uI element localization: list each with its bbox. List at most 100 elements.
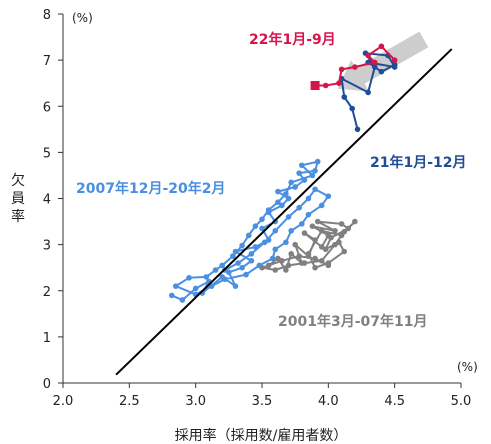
annotations: 22年1月-9月 21年1月-12月 2007年12月-20年2月 2001年3…: [76, 31, 467, 330]
data-point: [239, 242, 245, 249]
data-point: [312, 168, 318, 174]
data-point: [212, 267, 219, 273]
data-point: [259, 216, 265, 223]
data-point: [283, 239, 289, 246]
y-tick-label: 5: [43, 146, 51, 161]
y-tick-label: 4: [43, 193, 51, 208]
y-tick-label: 1: [43, 331, 51, 346]
data-point: [365, 89, 371, 96]
data-point: [285, 214, 292, 220]
series-end-marker: [310, 80, 320, 90]
series-3: [310, 43, 398, 90]
data-point: [345, 225, 352, 232]
data-point: [248, 251, 255, 257]
data-point: [283, 191, 289, 197]
data-point: [265, 262, 272, 269]
data-point: [232, 248, 239, 255]
data-point: [259, 225, 265, 232]
data-point: [299, 162, 305, 169]
data-point: [312, 237, 318, 243]
data-point: [328, 234, 334, 241]
data-point: [341, 248, 348, 255]
y-tick-label: 7: [43, 54, 51, 69]
x-tick-label: 2.0: [53, 394, 74, 409]
data-point: [338, 221, 345, 227]
data-point: [391, 57, 398, 63]
data-point: [338, 66, 345, 73]
data-point: [301, 230, 308, 236]
data-point: [365, 52, 371, 59]
x-tick-label: 2.5: [119, 394, 140, 409]
data-point: [301, 260, 308, 266]
data-point: [279, 202, 285, 209]
data-point: [318, 257, 325, 264]
data-point: [275, 199, 281, 205]
data-point: [285, 262, 292, 269]
x-unit-label: (%): [457, 360, 478, 374]
data-point: [283, 267, 289, 273]
data-point: [252, 223, 259, 229]
y-tick-label: 3: [43, 239, 51, 254]
annotation-2001-2007: 2001年3月-07年11月: [278, 313, 427, 330]
data-point: [378, 68, 385, 75]
data-point: [265, 207, 272, 213]
data-point: [219, 262, 225, 269]
data-point: [322, 82, 329, 89]
data-point: [172, 283, 179, 289]
data-point: [314, 158, 321, 165]
data-point: [325, 262, 332, 269]
data-point: [322, 246, 329, 253]
data-point: [252, 244, 259, 250]
data-point: [272, 246, 279, 253]
data-point: [318, 202, 325, 209]
data-point: [296, 170, 302, 176]
data-point: [288, 251, 294, 257]
data-point: [332, 241, 338, 248]
data-point: [309, 223, 316, 229]
data-point: [235, 260, 241, 266]
data-point: [279, 257, 285, 264]
data-point: [299, 221, 305, 227]
trend-arrow: [337, 31, 429, 92]
data-point: [222, 276, 228, 283]
data-point: [272, 267, 279, 273]
y-axis-title-char: 率: [11, 208, 25, 225]
data-point: [186, 275, 192, 281]
data-point: [292, 241, 298, 248]
data-point: [288, 227, 294, 234]
x-tick-label: 4.0: [318, 394, 339, 409]
data-point: [312, 186, 318, 193]
data-point: [341, 94, 348, 100]
data-point: [314, 218, 321, 225]
data-point: [296, 204, 302, 211]
y-tick-label: 2: [43, 285, 51, 300]
data-point: [312, 255, 318, 262]
data-point: [168, 292, 175, 299]
data-point: [285, 195, 292, 202]
y-unit-label: (%): [72, 11, 93, 25]
plot-area: [115, 31, 453, 376]
data-point: [305, 211, 312, 218]
data-point: [248, 257, 255, 264]
data-point: [245, 232, 252, 239]
y-tick-label: 0: [43, 377, 51, 392]
tick-labels: 2.0 2.5 3.0 3.5 4.0 4.5 5.0 0 1 2 3 4 5 6 7 8: [43, 8, 472, 409]
annotation-2007-2020: 2007年12月-20年2月: [76, 180, 225, 197]
data-point: [261, 239, 268, 246]
annotation-2022: 22年1月-9月: [249, 31, 336, 48]
x-tick-label: 3.0: [185, 394, 206, 409]
data-point: [239, 264, 245, 271]
series-1: [168, 158, 332, 303]
y-tick-label: 6: [43, 100, 51, 115]
data-point: [318, 227, 325, 234]
data-point: [341, 228, 348, 235]
data-point: [256, 262, 263, 269]
data-point: [325, 193, 332, 199]
y-axis-title-char: 員: [11, 191, 25, 207]
data-point: [275, 188, 281, 195]
data-point: [243, 271, 249, 278]
y-axis-title: 欠員率: [11, 173, 25, 225]
data-point: [301, 177, 308, 183]
data-point: [354, 126, 361, 133]
